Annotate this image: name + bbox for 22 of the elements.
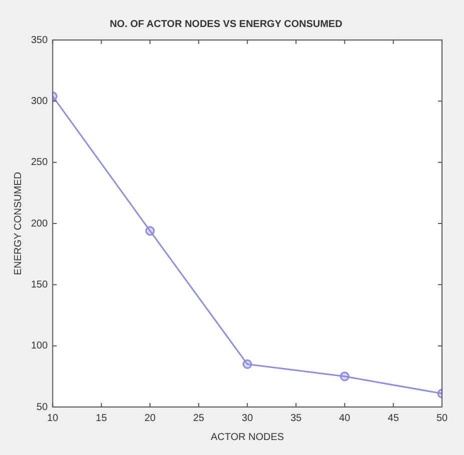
x-tick-label: 25 [193,412,205,424]
y-tick-label: 150 [30,279,48,290]
chart-title: NO. OF ACTOR NODES VS ENERGY CONSUMED [110,18,342,30]
point [242,359,252,369]
x-tick-label: 50 [436,412,448,424]
x-axis-title: ACTOR NODES [210,432,284,443]
y-tick-label: 300 [30,96,48,107]
y-tick-label: 200 [30,218,48,230]
x-tick-label: 20 [144,412,156,424]
y-tick-label: 350 [30,34,48,46]
point [340,372,350,382]
y-tick-label: 100 [30,340,48,352]
x-tick-label: 35 [290,412,302,424]
x-tick-label: 10 [47,412,59,424]
y-axis-title: ENERGY CONSUMED [12,172,24,276]
x-tick-label: 45 [388,412,400,424]
x-tick-label: 40 [339,412,351,424]
x-tick-label: 30 [242,412,254,424]
y-tick-label: 250 [30,157,48,168]
y-tick-label: 50 [36,402,48,413]
x-tick-label: 15 [96,412,108,424]
point [145,226,155,236]
